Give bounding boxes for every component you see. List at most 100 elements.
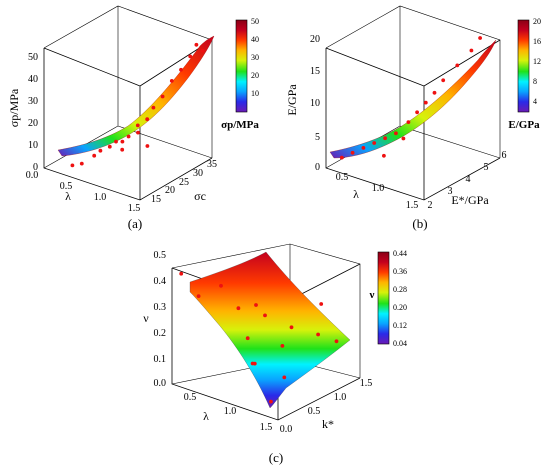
panel-a-x-label: λ — [65, 189, 71, 203]
panel-a-label: (a) — [128, 216, 142, 231]
panel-c-z-label: ν — [143, 311, 149, 325]
data-point — [160, 94, 165, 99]
data-point — [135, 123, 140, 128]
panel-c-y-tick: 0.5 — [308, 406, 321, 417]
panel-a-z-tick: 40 — [28, 74, 38, 85]
panel-c-surface — [189, 251, 351, 409]
data-point — [423, 100, 428, 105]
panel-b-y-tick: 3 — [448, 186, 453, 197]
panel-c-points — [179, 271, 339, 404]
data-point — [339, 155, 344, 160]
panel-b-x-tick: 0.5 — [336, 172, 349, 183]
panel-a-z-tick: 10 — [28, 140, 38, 151]
panel-b-z-label: E/GPa — [285, 84, 299, 116]
panel-b-colorbar — [517, 19, 530, 113]
panel-b-y-ticks: 2 3 4 5 6 — [428, 150, 507, 211]
panel-a-z-label: σp/MPa — [7, 88, 21, 127]
data-point — [455, 63, 460, 68]
data-point — [120, 147, 125, 152]
panel-b-x-label: λ — [353, 187, 359, 201]
panel-a-surface — [57, 35, 215, 157]
data-point — [236, 306, 241, 311]
panel-b: 0 5 10 15 20 E/GPa 0.5 1.0 1.5 λ 2 3 4 5… — [285, 5, 541, 231]
data-point — [282, 375, 287, 380]
data-point — [219, 283, 223, 288]
panel-b-z-ticks: 0 5 10 15 20 — [310, 34, 320, 173]
panel-c-y-tick: 1.0 — [334, 392, 347, 403]
panel-c-y-ticks: 0.0 0.5 1.0 1.5 — [280, 378, 373, 435]
panel-a-cb-tick: 50 — [251, 17, 259, 26]
panel-a: 0 10 20 30 40 50 σp/MPa 0.0 0.5 1.0 1.5 … — [7, 5, 259, 231]
panel-a-cb-tick: 20 — [251, 71, 259, 80]
panel-c-z-tick: 0.5 — [154, 250, 167, 261]
panel-b-label: (b) — [412, 216, 427, 231]
data-point — [194, 42, 199, 47]
panel-b-z-tick: 10 — [310, 98, 320, 109]
data-point — [114, 139, 118, 144]
data-point — [179, 67, 183, 72]
panel-a-z-tick: 50 — [28, 52, 38, 63]
data-point — [469, 48, 474, 53]
data-point — [289, 325, 294, 330]
data-point — [415, 110, 419, 115]
panel-a-back-frame — [43, 5, 213, 169]
data-point — [350, 150, 355, 155]
panel-b-cb-tick: 8 — [533, 77, 537, 86]
data-point — [382, 153, 386, 158]
panel-b-x-tick: 1.0 — [372, 183, 385, 194]
panel-a-x-tick: 0.5 — [60, 181, 73, 192]
panel-c-z-tick: 0.2 — [154, 328, 167, 339]
panel-b-x-tick: 1.5 — [406, 200, 419, 211]
panel-c-cb-tick: 0.20 — [393, 303, 407, 312]
panel-a-y-tick: 25 — [179, 177, 189, 188]
panel-a-y-tick: 30 — [193, 168, 203, 179]
panel-b-colorbar-ticks: 4 8 12 16 20 — [533, 17, 541, 106]
panel-c-colorbar — [377, 251, 390, 345]
panel-c-z-ticks: 0.0 0.1 0.2 0.3 0.4 0.5 — [154, 250, 167, 389]
panel-c-y-tick: 1.5 — [360, 378, 373, 389]
data-point — [70, 163, 75, 168]
panel-b-cb-tick: 4 — [533, 97, 537, 106]
data-point — [107, 144, 112, 149]
panel-a-points — [70, 42, 205, 168]
panel-c-x-label: λ — [203, 409, 209, 423]
data-point — [372, 141, 377, 145]
panel-a-colorbar — [235, 19, 248, 113]
panel-a-x-tick: 1.0 — [94, 192, 107, 203]
data-point — [383, 136, 387, 141]
data-point — [401, 136, 406, 141]
data-point — [145, 117, 150, 122]
data-point — [120, 139, 125, 144]
panel-c-cb-tick: 0.04 — [393, 339, 407, 348]
panel-a-y-tick: 20 — [165, 185, 175, 196]
data-point — [252, 361, 257, 366]
data-point — [169, 79, 174, 83]
panel-a-colorbar-label: σp/MPa — [221, 119, 259, 131]
data-point — [79, 161, 84, 166]
data-point — [394, 131, 398, 136]
panel-c-colorbar-ticks: 0.04 0.12 0.20 0.28 0.36 0.44 — [393, 249, 407, 348]
panel-a-z-tick: 30 — [28, 96, 38, 107]
panel-b-box — [325, 39, 501, 201]
panel-a-cb-tick: 40 — [251, 35, 259, 44]
panel-c-cb-tick: 0.28 — [393, 285, 407, 294]
data-point — [188, 54, 193, 59]
panel-c-z-tick: 0.0 — [154, 378, 167, 389]
data-point — [280, 344, 285, 348]
panel-a-box — [43, 39, 213, 201]
panel-a-x-tick: 1.5 — [128, 203, 141, 214]
panel-a-cb-tick: 10 — [251, 89, 259, 98]
data-point — [316, 332, 320, 337]
panel-a-y-ticks: 15 20 25 30 35 — [151, 159, 217, 205]
panel-c-label: (c) — [269, 450, 283, 465]
panel-c: 0.0 0.1 0.2 0.3 0.4 0.5 ν 0.5 1.0 1.5 λ … — [143, 243, 407, 465]
panel-c-z-tick: 0.4 — [154, 276, 167, 287]
panel-b-y-tick: 6 — [502, 150, 507, 161]
data-point — [263, 313, 267, 318]
data-point — [151, 105, 156, 110]
panel-a-y-label: σc — [194, 189, 206, 203]
data-point — [334, 339, 339, 344]
data-point — [478, 36, 482, 40]
panel-a-z-ticks: 0 10 20 30 40 50 — [28, 52, 38, 173]
